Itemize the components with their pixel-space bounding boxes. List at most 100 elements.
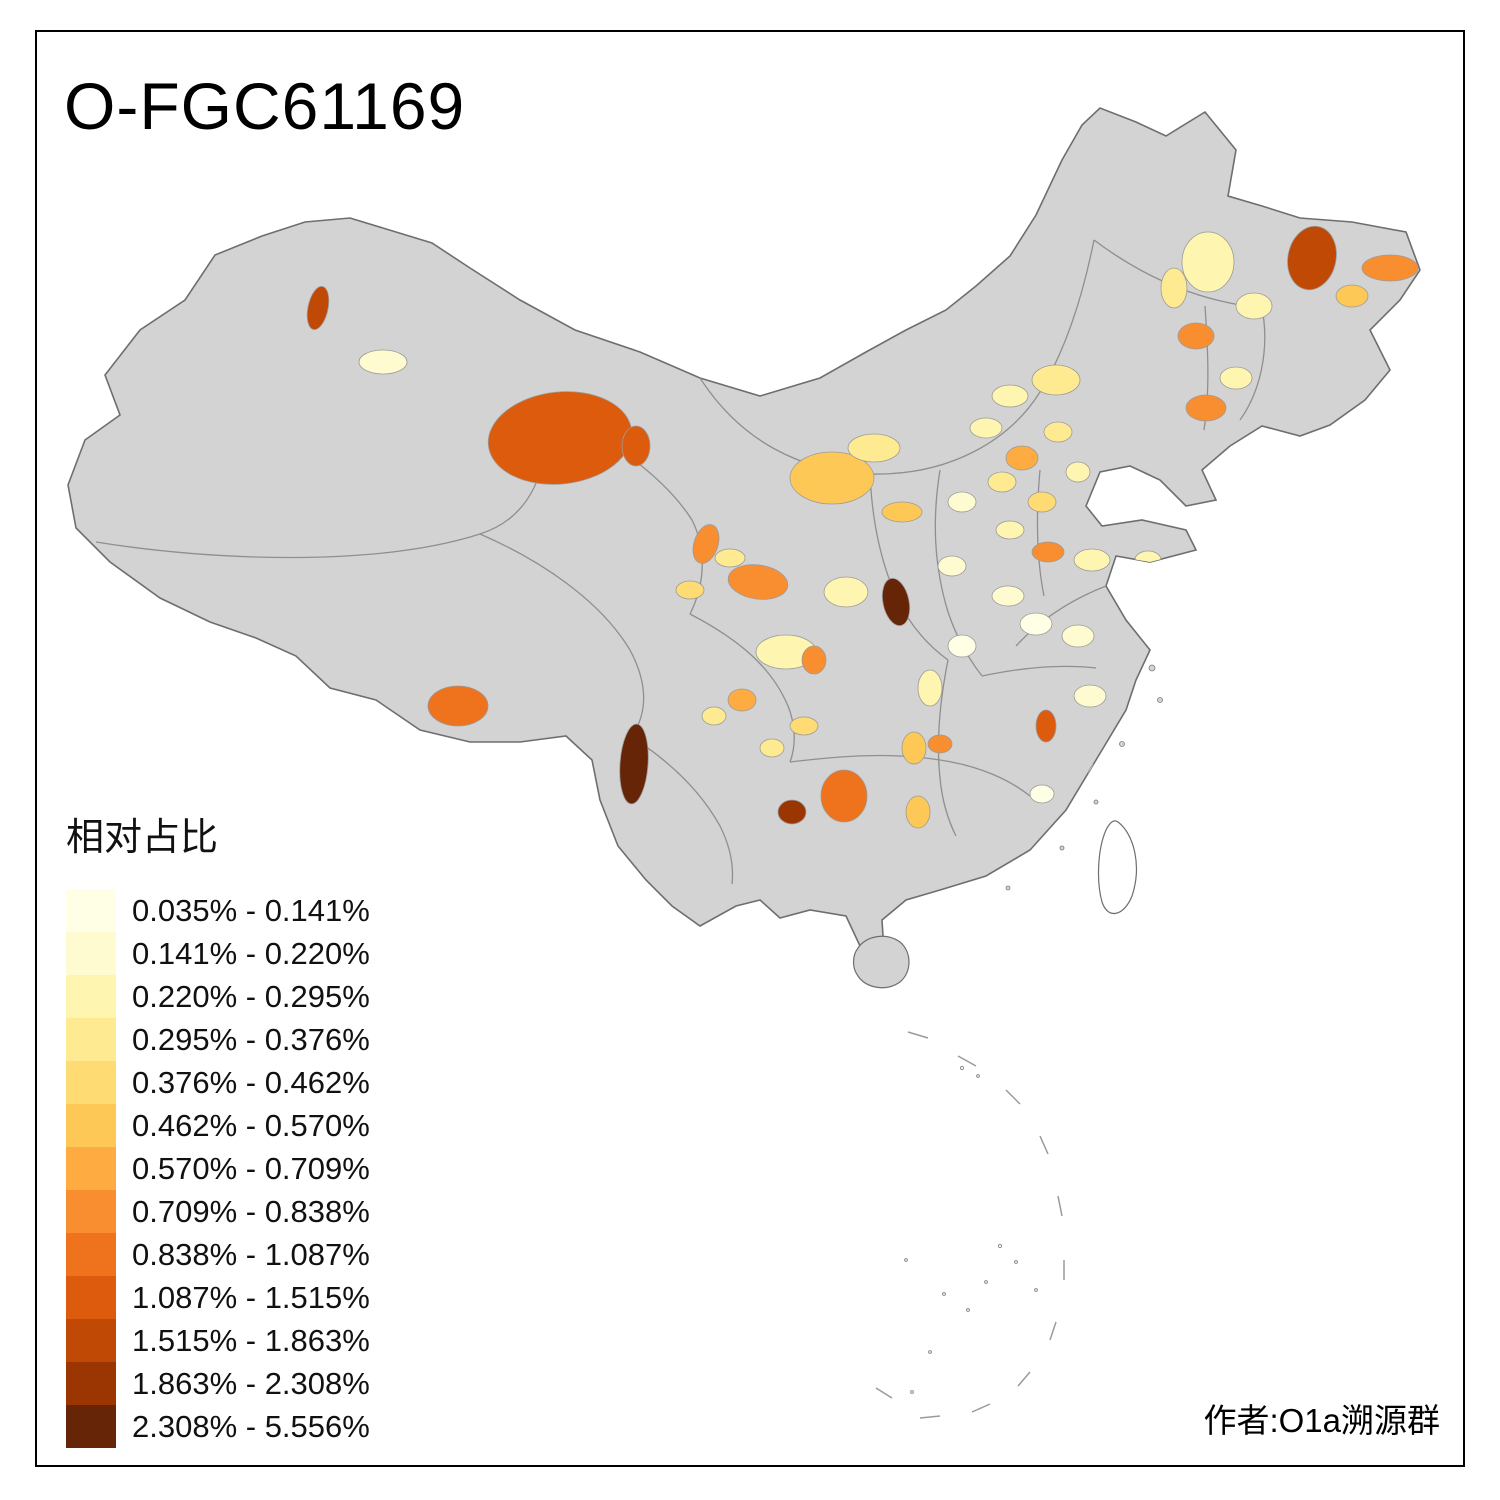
map-region <box>1181 231 1235 293</box>
map-region <box>881 501 923 523</box>
south-china-sea-dashes <box>875 1031 1065 1419</box>
legend-item-label: 1.087% - 1.515% <box>132 1279 370 1315</box>
map-region <box>1065 461 1091 483</box>
legend-item: 1.087% - 1.515% <box>66 1276 370 1319</box>
map-region <box>917 669 943 707</box>
legend-swatch <box>66 975 116 1018</box>
sea-islet-dots <box>904 1065 1038 1394</box>
legend-item: 0.709% - 0.838% <box>66 1190 370 1233</box>
legend-item: 0.838% - 1.087% <box>66 1233 370 1276</box>
legend-item: 0.141% - 0.220% <box>66 932 370 975</box>
legend-item-label: 0.838% - 1.087% <box>132 1236 370 1272</box>
map-region <box>1027 491 1057 513</box>
legend-item-label: 0.570% - 0.709% <box>132 1150 370 1186</box>
map-region <box>1073 548 1111 572</box>
legend-item-label: 0.295% - 0.376% <box>132 1021 370 1057</box>
map-region <box>1219 366 1253 390</box>
map-region <box>714 548 746 568</box>
map-region <box>1185 394 1227 422</box>
map-region <box>937 555 967 577</box>
legend-item-label: 0.709% - 0.838% <box>132 1193 370 1229</box>
map-region <box>789 716 819 736</box>
map-region <box>991 384 1029 408</box>
legend-item-label: 0.035% - 0.141% <box>132 892 370 928</box>
map-region <box>823 576 869 608</box>
legend-swatch <box>66 1405 116 1448</box>
legend-item: 0.295% - 0.376% <box>66 1018 370 1061</box>
map-region <box>1361 254 1419 282</box>
map-region <box>1073 801 1095 823</box>
map-region <box>306 285 330 331</box>
map-region <box>621 425 651 467</box>
legend-item: 1.515% - 1.863% <box>66 1319 370 1362</box>
map-region <box>1019 612 1053 636</box>
map-region <box>358 349 408 375</box>
map-region <box>1073 684 1107 708</box>
coastal-island-dots <box>1005 664 1163 891</box>
map-region <box>1029 784 1055 804</box>
legend-swatch <box>66 932 116 975</box>
map-region <box>1035 709 1057 743</box>
map-region <box>927 734 953 754</box>
legend-item-label: 0.220% - 0.295% <box>132 978 370 1014</box>
map-region <box>969 417 1003 439</box>
legend-swatch <box>66 1061 116 1104</box>
legend-swatch <box>66 1319 116 1362</box>
map-region <box>692 524 720 564</box>
map-region <box>1005 445 1039 471</box>
map-region <box>881 577 911 627</box>
map-region <box>820 769 868 823</box>
map-region <box>1107 573 1141 595</box>
map-region <box>727 564 789 600</box>
legend-swatch <box>66 1147 116 1190</box>
map-region <box>619 723 649 805</box>
map-region <box>991 585 1025 607</box>
map-region <box>947 491 977 513</box>
map-region <box>701 706 727 726</box>
map-region <box>987 471 1017 493</box>
legend-item: 0.376% - 0.462% <box>66 1061 370 1104</box>
map-region <box>675 580 705 600</box>
legend-title: 相对占比 <box>66 817 219 859</box>
taiwan-island <box>1097 820 1138 914</box>
map-region <box>905 795 931 829</box>
hainan-island <box>852 935 910 989</box>
map-region <box>947 634 977 658</box>
map-region <box>1087 761 1113 791</box>
map-region <box>1134 550 1162 570</box>
legend-swatch <box>66 889 116 932</box>
legend-item-label: 2.308% - 5.556% <box>132 1408 370 1444</box>
map-region <box>1160 267 1188 309</box>
map-region <box>901 731 927 765</box>
legend-item: 0.462% - 0.570% <box>66 1104 370 1147</box>
map-region <box>1177 322 1215 350</box>
author-credit: 作者:O1a溯源群 <box>1203 1402 1440 1439</box>
legend-swatch <box>66 1362 116 1405</box>
legend: 相对占比 0.035% - 0.141% 0.141% - 0.220% 0.2… <box>66 806 370 1448</box>
map-region <box>847 433 901 463</box>
legend-swatch <box>66 1018 116 1061</box>
map-region <box>727 688 757 712</box>
legend-swatch <box>66 1104 116 1147</box>
legend-item: 0.035% - 0.141% <box>66 889 370 932</box>
legend-item: 1.863% - 2.308% <box>66 1362 370 1405</box>
map-region <box>759 738 785 758</box>
legend-swatch <box>66 1233 116 1276</box>
map-region <box>1031 364 1081 396</box>
legend-item-label: 1.863% - 2.308% <box>132 1365 370 1401</box>
map-region <box>1031 541 1065 563</box>
legend-item-label: 0.462% - 0.570% <box>132 1107 370 1143</box>
legend-item-label: 0.376% - 0.462% <box>132 1064 370 1100</box>
province-borders <box>95 239 1266 885</box>
legend-item: 2.308% - 5.556% <box>66 1405 370 1448</box>
map-region <box>777 799 807 825</box>
map-region <box>1335 284 1369 308</box>
map-region <box>789 451 875 505</box>
map-region <box>1235 292 1273 320</box>
legend-item-label: 1.515% - 1.863% <box>132 1322 370 1358</box>
page-title: O-FGC61169 <box>64 69 466 143</box>
map-region <box>1287 225 1337 291</box>
legend-swatch <box>66 1276 116 1319</box>
map-region <box>801 645 827 675</box>
